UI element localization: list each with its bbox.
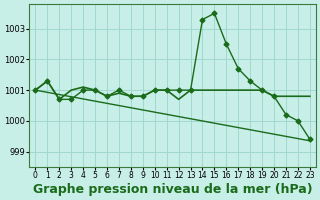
X-axis label: Graphe pression niveau de la mer (hPa): Graphe pression niveau de la mer (hPa) [33, 183, 312, 196]
